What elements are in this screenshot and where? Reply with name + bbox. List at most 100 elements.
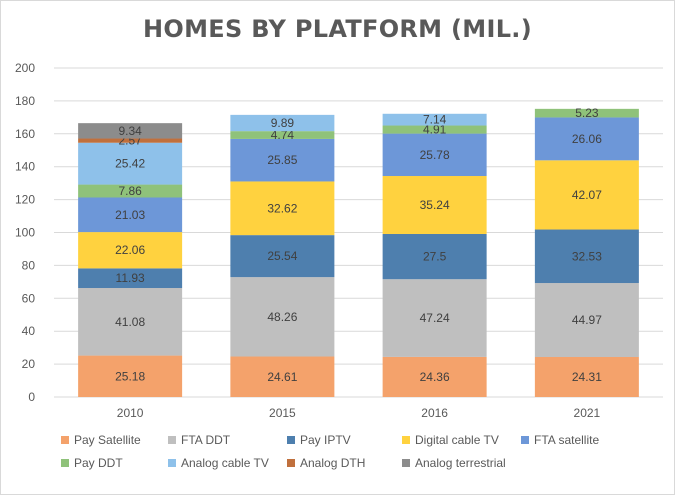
- bar-segment: [230, 138, 335, 182]
- bar-segment: [382, 125, 487, 134]
- bar-segment: [230, 131, 335, 139]
- y-tick-label: 200: [15, 61, 35, 75]
- legend-label: FTA satellite: [534, 433, 600, 447]
- x-tick-label: 2016: [421, 406, 448, 420]
- data-label: 41.08: [115, 315, 145, 329]
- bar-segment: [78, 355, 183, 397]
- legend-item: Pay DDT: [61, 455, 168, 471]
- data-label: 11.93: [116, 271, 145, 285]
- x-tick-label: 2015: [269, 406, 296, 420]
- legend-swatch: [61, 459, 69, 467]
- bar-segment: [534, 108, 639, 118]
- legend-swatch: [61, 436, 69, 444]
- legend-label: Analog DTH: [300, 456, 366, 470]
- bar-segment: [534, 160, 639, 230]
- data-label: 5.23: [575, 106, 599, 120]
- data-label: 48.26: [267, 310, 297, 324]
- legend-label: Digital cable TV: [415, 433, 499, 447]
- bar-segment: [78, 232, 183, 269]
- data-label: 9.89: [271, 116, 295, 130]
- bar-segment: [78, 142, 183, 185]
- legend-label: FTA DDT: [181, 433, 231, 447]
- y-tick-label: 140: [15, 160, 35, 174]
- y-tick-label: 0: [28, 390, 35, 404]
- bar-segment: [534, 283, 639, 358]
- data-label: 24.61: [267, 370, 297, 384]
- data-label: 9.34: [118, 124, 142, 138]
- bar-segment: [230, 114, 335, 132]
- bar-segment: [78, 268, 183, 289]
- data-label: 4.74: [271, 128, 295, 142]
- y-tick-label: 80: [22, 258, 36, 272]
- legend-item: Analog terrestrial: [402, 455, 521, 471]
- data-label: 27.5: [423, 250, 447, 264]
- legend-item: Analog cable TV: [168, 455, 287, 471]
- data-label: 4.91: [423, 123, 447, 137]
- data-label: 35.24: [420, 198, 450, 212]
- data-label: 25.78: [420, 148, 450, 162]
- y-tick-label: 20: [22, 357, 36, 371]
- data-label: 7.86: [118, 184, 142, 198]
- bar-segment: [230, 235, 335, 278]
- legend-swatch: [287, 436, 295, 444]
- bar-segment: [78, 288, 183, 356]
- bar-segment: [382, 133, 487, 177]
- data-label: 32.62: [267, 201, 297, 215]
- legend-item: FTA satellite: [521, 432, 641, 448]
- x-tick-label: 2021: [574, 406, 601, 420]
- legend-swatch: [287, 459, 295, 467]
- bar-segment: [78, 184, 183, 198]
- legend-item: Pay IPTV: [287, 432, 402, 448]
- legend-swatch: [402, 436, 410, 444]
- legend-label: Analog terrestrial: [415, 456, 506, 470]
- data-label: 25.54: [267, 249, 297, 263]
- y-tick-label: 120: [15, 193, 35, 207]
- legend: Pay Satellite FTA DDT Pay IPTV Digital cabl…: [61, 432, 661, 471]
- legend-item: Pay Satellite: [61, 432, 168, 448]
- bar-segment: [78, 123, 183, 139]
- data-label: 24.36: [420, 370, 450, 384]
- y-tick-label: 60: [22, 291, 36, 305]
- bar-segment: [534, 357, 639, 397]
- bar-segment: [382, 176, 487, 234]
- data-label: 47.24: [420, 311, 450, 325]
- bar-segment: [78, 197, 183, 233]
- bar-segment: [534, 117, 639, 161]
- data-label: 25.42: [115, 157, 145, 171]
- legend-label: Pay DDT: [74, 456, 123, 470]
- y-tick-label: 160: [15, 127, 35, 141]
- legend-swatch: [521, 436, 529, 444]
- legend-swatch: [168, 436, 176, 444]
- data-label: 24.31: [572, 370, 602, 384]
- data-label: 7.14: [423, 113, 447, 127]
- bar-segment: [382, 113, 487, 126]
- bar-segment: [382, 279, 487, 357]
- legend-swatch: [402, 459, 410, 467]
- bar-segment: [230, 277, 335, 357]
- y-tick-label: 180: [15, 94, 35, 108]
- chart-title: HOMES BY PLATFORM (MIL.): [143, 15, 532, 43]
- data-label: 26.06: [572, 132, 602, 146]
- bar-segment: [534, 229, 639, 284]
- legend-item: FTA DDT: [168, 432, 287, 448]
- data-label: 21.03: [115, 208, 145, 222]
- y-tick-label: 100: [15, 226, 35, 240]
- data-label: 25.85: [267, 153, 297, 167]
- data-label: 22.06: [115, 243, 145, 257]
- legend-swatch: [168, 459, 176, 467]
- legend-item: Analog DTH: [287, 455, 402, 471]
- bar-segment: [382, 356, 487, 397]
- legend-label: Pay Satellite: [74, 433, 141, 447]
- legend-label: Pay IPTV: [300, 433, 351, 447]
- data-label: 42.07: [572, 188, 602, 202]
- bar-segment: [230, 356, 335, 397]
- y-tick-label: 40: [22, 324, 36, 338]
- plot-area: 0 20 40 60 80 100 120 140 160 180 200 25.18 41.08 11.…: [15, 61, 663, 420]
- data-label: 44.97: [572, 313, 602, 327]
- data-label: 25.18: [115, 369, 145, 383]
- bar-segment: [78, 138, 183, 143]
- bar-segment: [230, 181, 335, 236]
- bar-segment: [382, 233, 487, 280]
- legend-item: Digital cable TV: [402, 432, 521, 448]
